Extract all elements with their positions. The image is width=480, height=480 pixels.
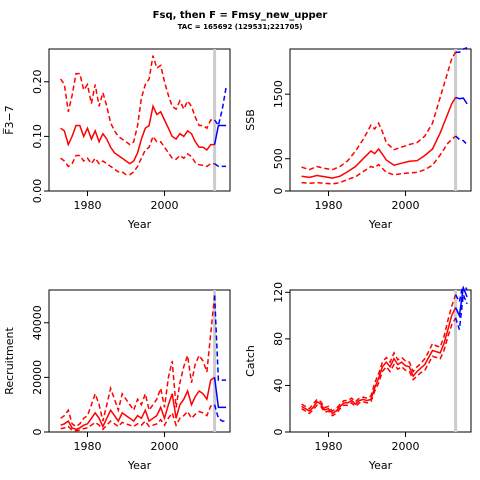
projection-upper-line: [213, 87, 227, 128]
y-tick-label: 40000: [31, 305, 44, 340]
y-tick-label: 0.00: [31, 179, 44, 204]
y-tick-label: 120: [272, 282, 285, 303]
panel-ssb: 1980 2000 0 500 1500 Year SSB: [244, 46, 472, 231]
historical-upper-line: [301, 294, 457, 412]
projection-mid-line: [213, 377, 227, 409]
projection-lower-line: [455, 135, 468, 146]
y-tick-label: 0: [272, 429, 285, 436]
x-tick-label: 1980: [315, 199, 343, 212]
projection-mid-line: [455, 96, 468, 105]
x-axis-label: Year: [368, 459, 393, 472]
historical-lower-line: [60, 403, 215, 432]
y-tick-label: 20000: [31, 360, 44, 395]
historical-mid-line: [60, 376, 216, 431]
x-tick-label: 2000: [392, 440, 420, 453]
x-tick-label: 1980: [315, 440, 343, 453]
y-tick-label: 40: [272, 378, 285, 392]
historical-mid-line: [301, 307, 457, 415]
panel-fbar: 1980 2000 0.00 0.10 0.20 Year F̅3−7: [3, 48, 231, 231]
projection-upper-line: [454, 286, 468, 304]
y-tick-label: 0.10: [31, 124, 44, 149]
historical-mid-line: [301, 97, 457, 179]
plot-frame: [289, 48, 472, 192]
plot-frame: [48, 289, 231, 433]
projection-lower-line: [213, 404, 227, 422]
projection-lower-line: [454, 294, 468, 330]
x-tick-label: 2000: [151, 199, 179, 212]
projection-upper-line: [213, 295, 227, 381]
historical-lower-line: [301, 135, 457, 185]
historical-mid-line: [60, 103, 215, 165]
y-tick-label: 0: [31, 429, 44, 436]
x-tick-label: 1980: [74, 199, 102, 212]
projection-mid-line: [213, 124, 227, 145]
historical-lower-line: [60, 134, 215, 176]
historical-upper-line: [60, 295, 216, 428]
x-tick-label: 1980: [74, 440, 102, 453]
panel-catch: 1980 2000 0 40 80 120 Year Catch: [244, 282, 472, 472]
y-tick-label: 1500: [272, 80, 285, 108]
y-axis-label: F̅3−7: [3, 105, 16, 135]
y-axis-label: Recruitment: [3, 327, 16, 395]
y-axis-label: SSB: [244, 109, 257, 131]
projection-upper-line: [455, 46, 468, 53]
historical-upper-line: [301, 51, 457, 171]
plot-frame: [289, 289, 472, 433]
x-tick-label: 2000: [392, 199, 420, 212]
y-tick-label: 0.20: [31, 70, 44, 95]
y-tick-label: 500: [272, 148, 285, 169]
projection-mid-line: [454, 286, 468, 319]
y-axis-label: Catch: [244, 345, 257, 377]
chart-title: Fsq, then F = Fmsy_new_upper: [152, 10, 328, 21]
chart-subtitle: TAC = 165692 (129531;221705): [177, 23, 303, 31]
y-tick-label: 0: [272, 188, 285, 195]
historical-upper-line: [59, 55, 215, 146]
y-tick-label: 80: [272, 332, 285, 346]
historical-lower-line: [301, 317, 457, 417]
projection-lower-line: [214, 163, 227, 168]
x-axis-label: Year: [368, 218, 393, 231]
x-tick-label: 2000: [151, 440, 179, 453]
x-axis-label: Year: [127, 218, 152, 231]
x-axis-label: Year: [127, 459, 152, 472]
plot-frame: [48, 48, 231, 192]
